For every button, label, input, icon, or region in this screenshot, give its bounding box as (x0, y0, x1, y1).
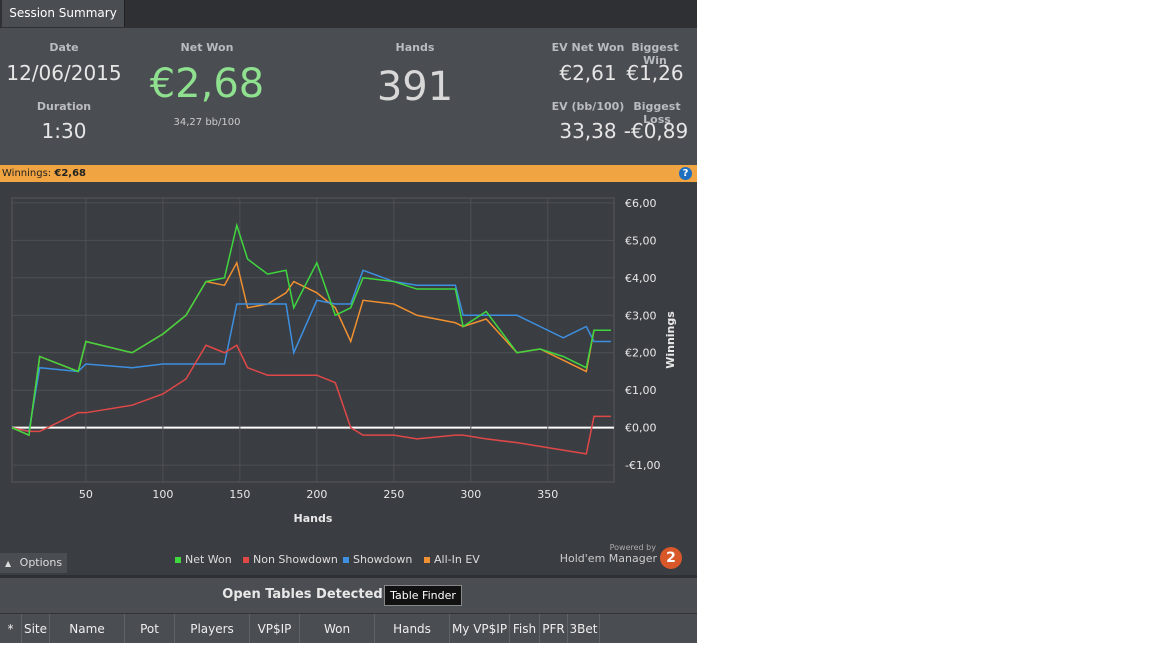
y-tick-label: €5,00 (625, 234, 657, 247)
legend-swatch (343, 557, 349, 563)
legend-swatch (175, 557, 181, 563)
series-line (11, 344, 611, 455)
value: 1:30 (41, 119, 87, 143)
y-tick-label: €1,00 (625, 384, 657, 397)
column-header[interactable]: My VP$IP (450, 614, 510, 643)
x-tick-label: 300 (460, 488, 481, 501)
y-tick-label: €0,00 (625, 422, 657, 435)
label: Net Won (180, 41, 234, 54)
column-header[interactable]: VP$IP (250, 614, 300, 643)
legend-item: Showdown (343, 553, 412, 566)
y-tick-label: €4,00 (625, 272, 657, 285)
table-header: * Site Name Pot Players VP$IP Won Hands My VP$IP… (0, 613, 697, 643)
y-tick-label: €2,00 (625, 347, 657, 360)
label: Options (19, 556, 63, 569)
label: Biggest Win (631, 41, 679, 67)
legend-item: Non Showdown (243, 553, 338, 566)
series-line (11, 222, 611, 437)
value: 34,27 bb/100 (173, 117, 241, 128)
summary-panel: Date 12/06/2015 Duration 1:30 Net Won €2… (0, 28, 697, 165)
column-header[interactable]: Name (50, 614, 125, 643)
label: Hands (395, 41, 435, 54)
legend-swatch (424, 557, 430, 563)
net-won: €2,68 (149, 61, 265, 107)
column-header[interactable]: Site (22, 614, 50, 643)
label: Winnings: (2, 168, 52, 179)
powered-by: Powered by (609, 543, 656, 552)
plot-area (11, 197, 615, 483)
chart: -€1,00 €0,00 €1,00 €2,00 €3,00 €4,00 €5,00 €6,0… (11, 197, 677, 525)
y-tick-label: €3,00 (625, 309, 657, 322)
legend-label: Net Won (185, 553, 232, 566)
tab[interactable]: Session Summary (2, 0, 125, 27)
legend-label: All-In EV (434, 553, 480, 566)
x-tick-label: 150 (229, 488, 250, 501)
y-axis-label: Winnings (664, 311, 677, 369)
column-header[interactable]: Won (300, 614, 375, 643)
x-tick-label: 50 (79, 488, 93, 501)
x-tick-label: 100 (152, 488, 173, 501)
legend: Net Won Non Showdown Showdown All-In EV (0, 553, 697, 569)
label: Date (49, 41, 79, 54)
column-header[interactable]: Pot (125, 614, 175, 643)
label: Biggest Loss (633, 100, 681, 126)
help-icon[interactable]: ? (679, 167, 692, 180)
value: 391 (376, 64, 454, 110)
label: Duration (36, 100, 92, 113)
value: €1,26 (626, 61, 684, 85)
value: 33,38 (559, 119, 617, 143)
app-window: Session Summary Date 12/06/2015 Duration… (0, 0, 697, 643)
label: EV Net Won (551, 41, 625, 54)
y-tick-label: €6,00 (625, 197, 657, 210)
series-line (11, 269, 611, 433)
value: €2,61 (559, 61, 617, 85)
options-button[interactable]: ▲ Options (0, 553, 67, 573)
value: 12/06/2015 (6, 61, 122, 85)
open-tables-bar: Open Tables Detected Table Finder (0, 578, 697, 613)
legend-swatch (243, 557, 249, 563)
column-header[interactable]: * (0, 614, 22, 643)
winnings-bar: Winnings: €2,68 ? (0, 165, 697, 182)
x-tick-label: 200 (306, 488, 327, 501)
chart-area: -€1,00 €0,00 €1,00 €2,00 €3,00 €4,00 €5,00 €6,0… (0, 182, 697, 575)
legend-item: All-In EV (424, 553, 480, 566)
x-axis-label: Hands (294, 512, 333, 525)
column-header[interactable]: PFR (540, 614, 568, 643)
legend-label: Non Showdown (253, 553, 338, 566)
label: EV (bb/100) (551, 100, 625, 113)
column-header[interactable]: Fish (510, 614, 540, 643)
value: -€0,89 (623, 119, 689, 143)
legend-label: Showdown (353, 553, 413, 566)
title: Open Tables Detected (222, 587, 383, 602)
column-header[interactable]: Hands (375, 614, 450, 643)
brand-badge: 2 (660, 547, 682, 569)
y-tick-label: -€1,00 (625, 459, 660, 472)
column-header[interactable]: Players (175, 614, 250, 643)
column-header[interactable]: 3Bet (568, 614, 600, 643)
x-tick-label: 350 (537, 488, 558, 501)
value: €2,68 (54, 168, 86, 179)
x-tick-label: 250 (383, 488, 404, 501)
table-finder-button[interactable]: Table Finder (384, 585, 462, 606)
legend-item: Net Won (175, 553, 232, 566)
brand: Hold'em Manager (559, 552, 657, 565)
